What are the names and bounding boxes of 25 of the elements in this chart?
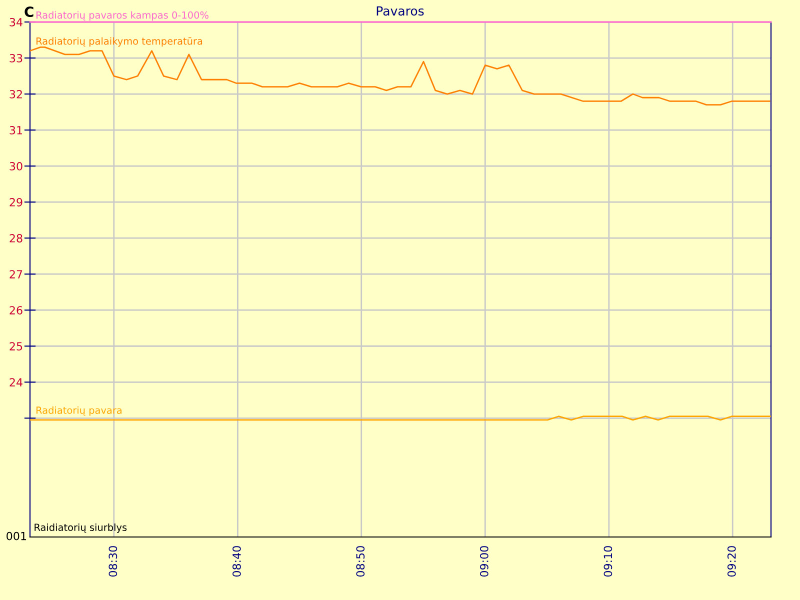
y-axis-title: C [24,6,34,18]
y-tick-label: 27 [10,270,22,278]
y-tick-label: 33 [10,54,22,62]
x-tick-label: 08:50 [356,546,365,577]
line-series [30,46,770,106]
y-tick-label: 30 [10,162,22,170]
y-tick-label: 29 [10,198,22,206]
x-tick-label: 08:40 [232,546,241,577]
x-tick-label: 08:30 [108,546,118,577]
x-tick-label: 09:00 [480,546,488,577]
y-tick-label: 28 [10,234,22,242]
annotation: Raidiatorių siurblys [34,523,127,533]
y-tick-label: 25 [10,342,22,351]
x-tick-label: 09:20 [727,546,736,577]
x-tick-label: 09:10 [604,546,612,577]
series-label: Radiatorių palaikymo temperatūra [36,37,202,47]
y-tick-label: 32 [10,90,22,98]
y-tick-label: 26 [10,306,22,314]
text: 001 [6,532,26,540]
ref-line-label: Radiatorių pavaros kampas 0-100% [36,11,208,21]
y-tick-label: 34 [10,18,22,26]
chart-title: Pavaros [376,6,424,16]
y-tick-label: 31 [10,126,22,134]
y-tick-label: 24 [10,378,22,386]
series-label: Radiatorių pavara [36,406,122,416]
